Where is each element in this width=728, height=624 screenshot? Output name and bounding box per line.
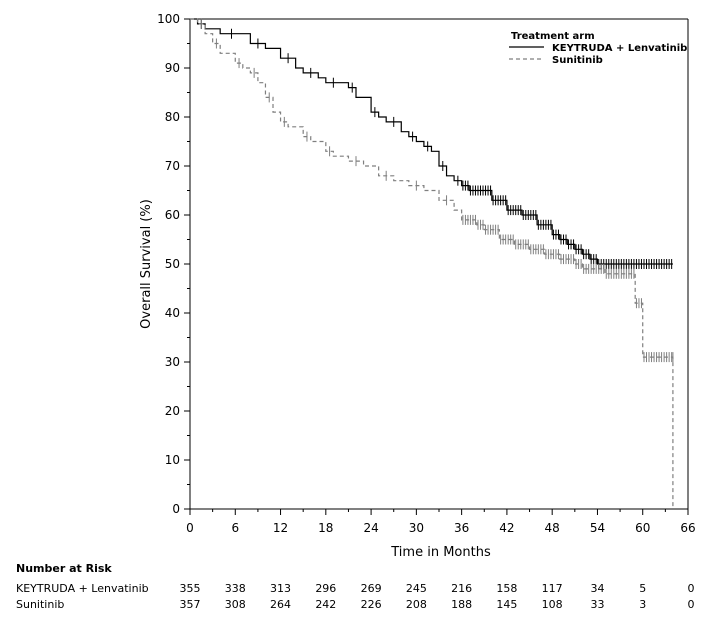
y-tick-label: 40	[165, 306, 180, 320]
y-tick-label: 70	[165, 159, 180, 173]
y-tick-label: 20	[165, 404, 180, 418]
risk-cell: 338	[224, 582, 246, 595]
survival-chart: 0 6 12 18 24 30 36 42 48 54 60 66 0 10 20 30 40 50 60 70 80 9…	[139, 12, 696, 560]
risk-cell: 34	[590, 582, 605, 595]
risk-cell: 145	[496, 598, 518, 611]
risk-cell: 226	[360, 598, 382, 611]
risk-cell: 108	[541, 598, 563, 611]
risk-cell: 296	[315, 582, 337, 595]
risk-cell: 264	[270, 598, 292, 611]
y-tick-label: 30	[165, 355, 180, 369]
risk-cell: 245	[405, 582, 427, 595]
risk-cell: 357	[179, 598, 201, 611]
y-axis-title: Overall Survival (%)	[139, 199, 154, 329]
risk-cell: 216	[451, 582, 473, 595]
risk-cell: 3	[639, 598, 647, 611]
risk-cell: 242	[315, 598, 337, 611]
x-tick-label: 60	[635, 521, 650, 535]
x-tick-label: 66	[680, 521, 695, 535]
risk-cell: 117	[541, 582, 563, 595]
y-tick-label: 10	[165, 453, 180, 467]
x-tick-label: 42	[499, 521, 514, 535]
risk-cell: 0	[687, 582, 695, 595]
legend-title: Treatment arm	[511, 31, 595, 42]
risk-row-label-sunitinib: Sunitinib	[16, 598, 65, 611]
risk-cell: 158	[496, 582, 518, 595]
x-tick-label: 30	[409, 521, 424, 535]
risk-cell: 33	[590, 598, 605, 611]
y-tick-label: 80	[165, 110, 180, 124]
x-tick-label: 54	[590, 521, 605, 535]
survival-curves	[190, 18, 674, 509]
y-tick-label: 60	[165, 208, 180, 222]
x-tick-label: 6	[231, 521, 239, 535]
risk-cell: 0	[687, 598, 695, 611]
risk-cell: 5	[639, 582, 647, 595]
risk-cell: 355	[179, 582, 201, 595]
x-tick-label: 48	[545, 521, 560, 535]
risk-cell: 208	[405, 598, 427, 611]
axis-ticks: 0 6 12 18 24 30 36 42 48 54 60 66 0 10 20 30 40 50 60 70 80 9…	[157, 12, 696, 535]
risk-cell: 313	[270, 582, 292, 595]
risk-table-title: Number at Risk	[16, 562, 112, 575]
risk-cell: 188	[451, 598, 473, 611]
x-tick-label: 0	[186, 521, 194, 535]
legend: Treatment arm KEYTRUDA + Lenvatinib Suni…	[509, 31, 687, 66]
risk-cell: 269	[360, 582, 382, 595]
x-tick-label: 18	[318, 521, 333, 535]
legend-entry-sunitinib: Sunitinib	[552, 55, 603, 66]
x-tick-label: 24	[363, 521, 378, 535]
risk-row-label-keytruda: KEYTRUDA + Lenvatinib	[16, 582, 149, 595]
x-axis-title: Time in Months	[390, 545, 491, 560]
risk-cell: 308	[224, 598, 246, 611]
legend-entry-keytruda: KEYTRUDA + Lenvatinib	[552, 43, 687, 54]
censor-marks	[200, 18, 674, 363]
x-tick-label: 12	[273, 521, 288, 535]
x-tick-label: 36	[454, 521, 469, 535]
y-tick-label: 90	[165, 61, 180, 75]
y-tick-label: 100	[157, 12, 180, 26]
y-tick-label: 0	[172, 502, 180, 516]
y-tick-label: 50	[165, 257, 180, 271]
